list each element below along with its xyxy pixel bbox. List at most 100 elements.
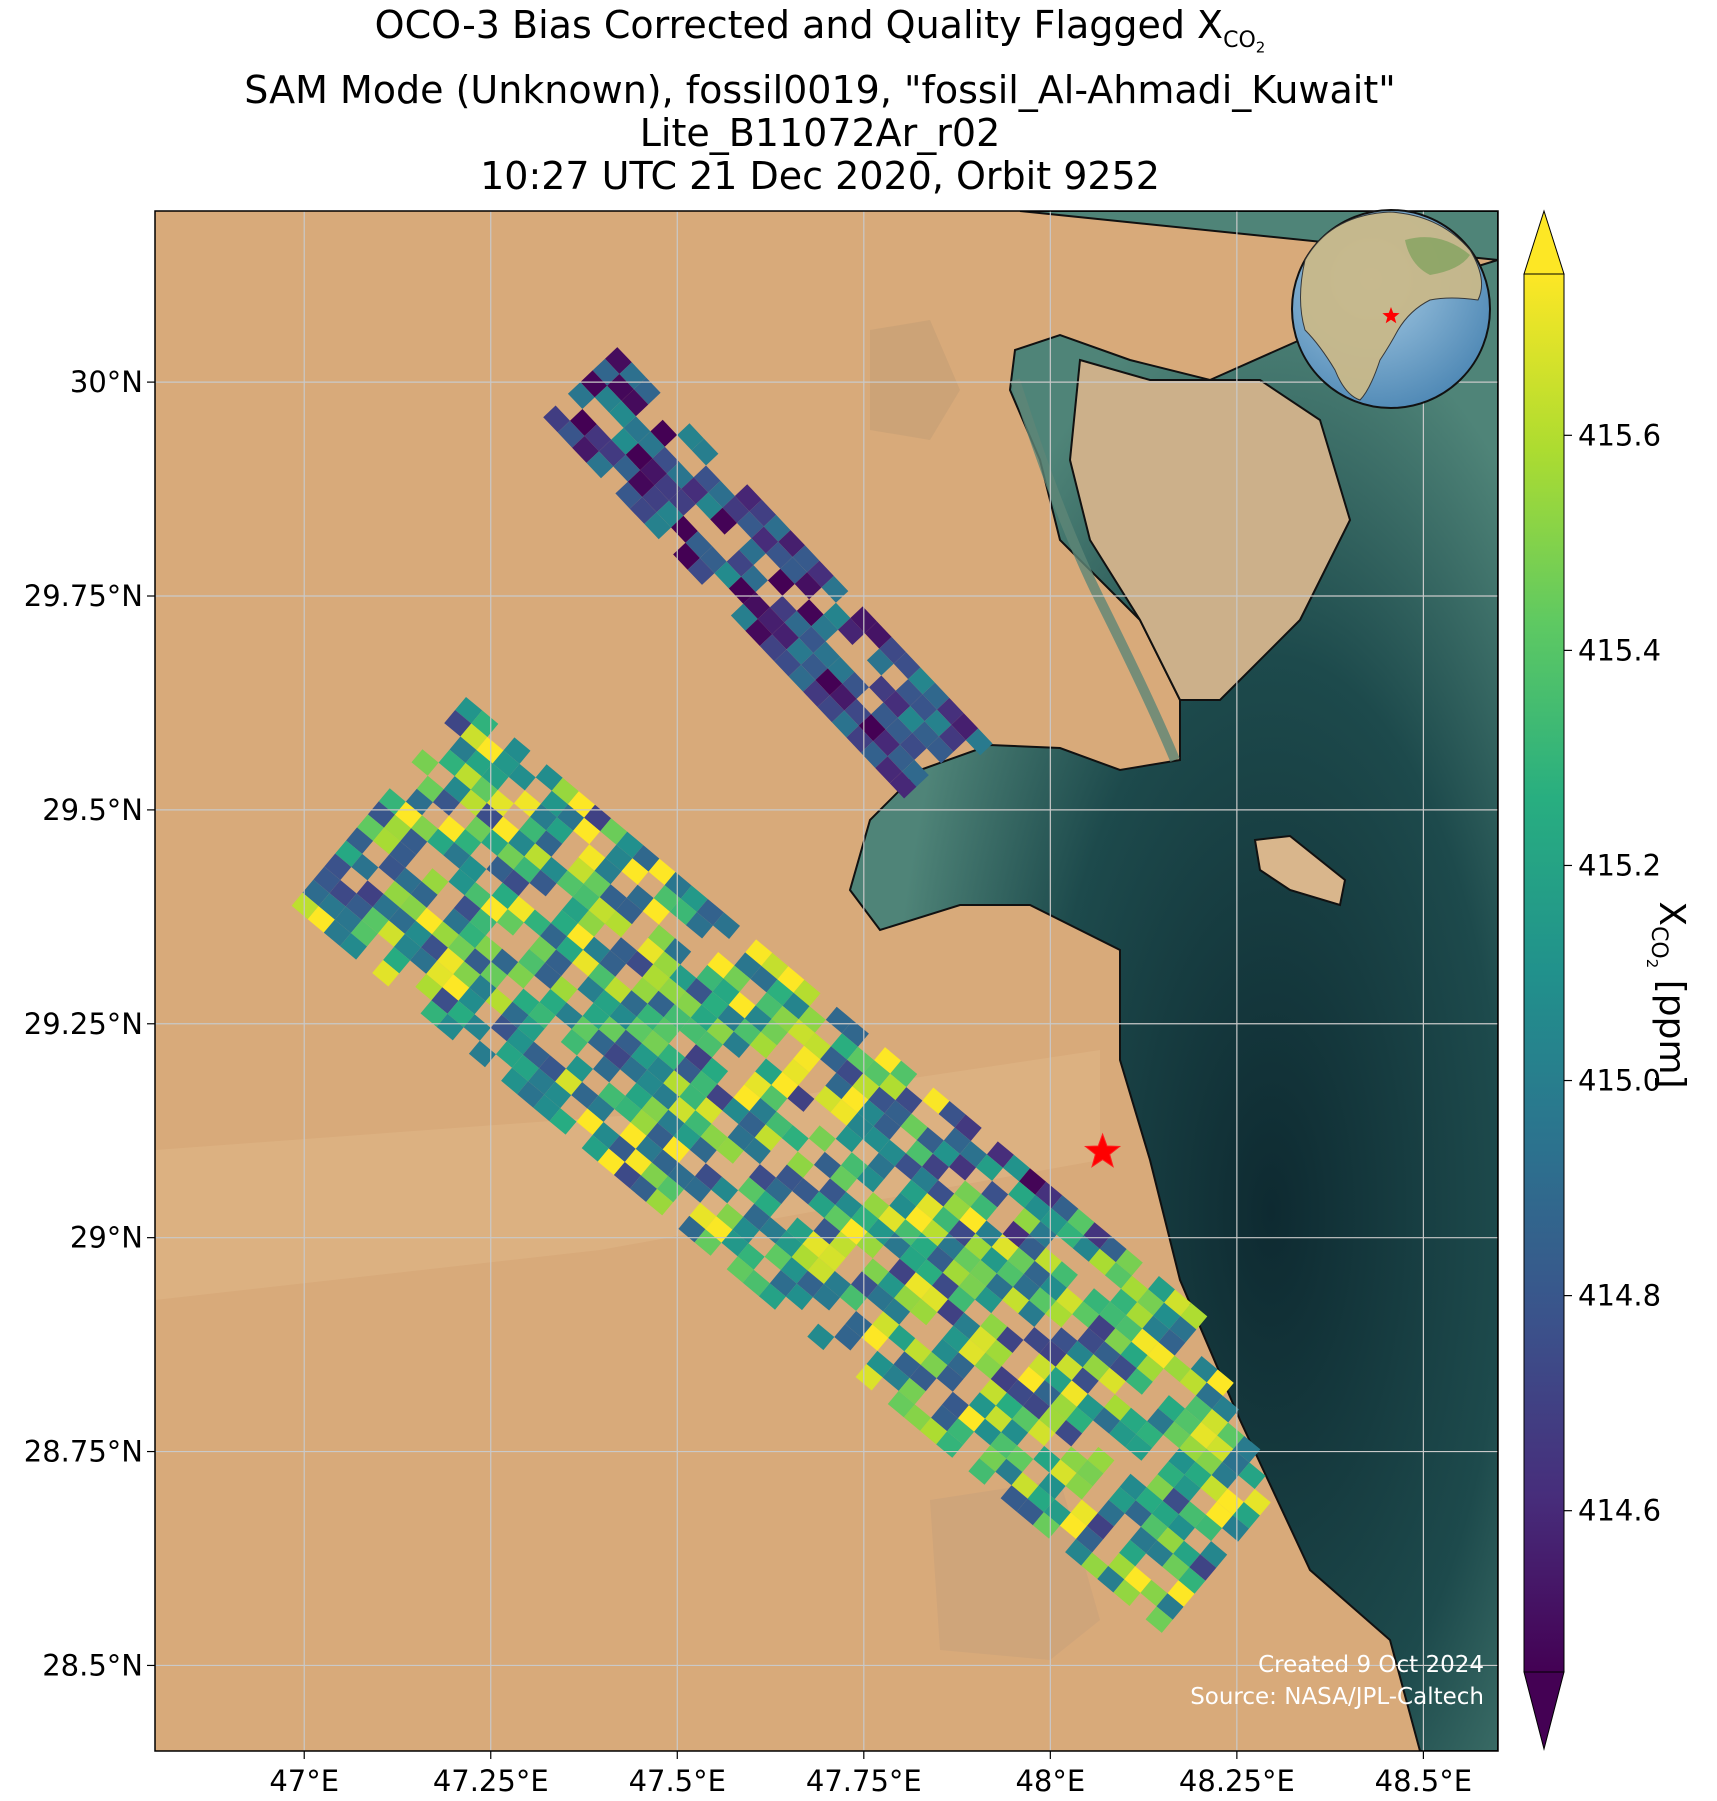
xco2-sounding	[1071, 1367, 1099, 1394]
xco2-sounding	[611, 427, 638, 455]
xco2-sounding	[1060, 1446, 1088, 1473]
xco2-sounding	[662, 1136, 690, 1163]
colorbar-extend-max	[1523, 209, 1565, 275]
xco2-sounding	[415, 907, 443, 935]
xco2-sounding	[508, 763, 536, 791]
xco2-sounding	[905, 1140, 933, 1167]
target-marker	[1084, 1132, 1122, 1168]
xco2-sounding	[734, 484, 762, 512]
xco2-sounding	[879, 1073, 907, 1101]
xco2-sounding	[442, 974, 470, 1001]
xco2-sounding	[598, 439, 626, 467]
xco2-sounding	[910, 1232, 938, 1260]
xco2-sounding	[757, 607, 785, 635]
xco2-sounding	[922, 682, 950, 710]
xco2-sounding	[506, 1028, 534, 1055]
xco2-sounding	[910, 1298, 938, 1326]
xco2-sounding	[701, 1057, 729, 1085]
xco2-sounding	[866, 1350, 894, 1378]
xco2-sounding	[540, 923, 567, 950]
xco2-sounding	[1126, 1302, 1154, 1329]
xco2-sounding	[931, 1338, 959, 1366]
xco2-sounding	[781, 1125, 809, 1152]
xco2-sounding	[1184, 1461, 1212, 1489]
xco2-sounding	[888, 1324, 916, 1352]
xco2-sounding	[1028, 1419, 1056, 1446]
xco2-sounding	[378, 854, 406, 881]
xco2-sounding	[890, 1060, 918, 1088]
xco2-sounding	[694, 1229, 722, 1256]
xco2-sounding	[465, 816, 493, 843]
xco2-sounding	[588, 963, 616, 990]
xco2-sounding	[937, 1299, 965, 1326]
xco2-sounding	[787, 1019, 815, 1046]
xco2-sounding	[1002, 1287, 1030, 1314]
xco2-sounding	[979, 1379, 1007, 1406]
xco2-sounding	[529, 869, 557, 897]
xco2-sounding	[792, 545, 820, 573]
xco2-sounding	[691, 438, 719, 466]
xco2-sounding	[329, 880, 357, 907]
xco2-sounding	[1178, 1501, 1206, 1528]
xco2-sounding	[551, 777, 579, 805]
xco2-sounding	[900, 1113, 928, 1141]
xco2-sounding	[924, 709, 952, 737]
xco2-sounding	[613, 1162, 641, 1189]
xco2-sounding	[460, 723, 488, 750]
xco2-sounding	[1097, 1566, 1125, 1593]
xco2-sounding	[1065, 1473, 1093, 1500]
xco2-sounding	[845, 1311, 873, 1338]
xco2-sounding	[529, 936, 557, 963]
xco2-sounding	[1076, 1459, 1104, 1487]
xco2-sounding	[980, 1247, 1008, 1274]
xco2-sounding	[1110, 1288, 1138, 1316]
xco2-sounding	[745, 939, 773, 966]
xco2-sounding	[926, 736, 954, 764]
xco2-sounding	[421, 934, 448, 961]
xco2-sounding	[815, 668, 843, 696]
xco2-sounding	[942, 1259, 970, 1287]
colorbar-frame	[1523, 273, 1565, 1673]
xco2-sounding	[755, 1058, 783, 1085]
xco2-sounding	[641, 1096, 669, 1123]
xco2-sounding	[334, 906, 362, 933]
xco2-sounding	[631, 1043, 658, 1070]
xco2-sounding	[603, 1042, 631, 1070]
xco2-sounding	[1232, 1502, 1260, 1529]
xco2-sounding	[695, 1031, 723, 1058]
xco2-sounding	[772, 622, 799, 650]
xco2-sounding	[459, 855, 487, 883]
xco2-sounding	[411, 749, 439, 776]
xco2-sounding	[652, 1083, 680, 1110]
xco2-sounding	[1173, 1540, 1201, 1568]
xco2-sounding	[490, 1014, 518, 1042]
xco2-sounding	[666, 461, 694, 489]
xco2-sounding	[1039, 1340, 1067, 1367]
xco2-sounding	[965, 728, 993, 756]
xco2-sounding	[716, 1137, 744, 1164]
xco2-sounding	[1125, 1434, 1153, 1461]
xco2-sounding	[976, 1154, 1003, 1181]
xco2-sounding	[642, 485, 669, 513]
xco2-sounding	[664, 872, 692, 899]
title-line-3: Lite_B11072Ar_r02	[639, 110, 1001, 155]
xco2-sounding	[889, 1192, 917, 1220]
xco2-sounding	[605, 347, 632, 374]
xco2-sounding	[535, 830, 563, 857]
xco2-sounding	[760, 1018, 788, 1046]
xco2-sounding	[968, 1458, 996, 1485]
xco2-sounding	[714, 561, 742, 589]
xco2-sounding	[481, 829, 509, 856]
xco2-sounding	[823, 602, 851, 630]
xco2-sounding	[350, 920, 378, 947]
bubiyan-island	[1068, 358, 1352, 701]
xco2-sounding	[827, 656, 855, 684]
xco2-sounding	[1104, 1394, 1131, 1421]
xco2-sounding	[378, 788, 406, 815]
x-tick-label: 47.5°E	[629, 1764, 726, 1798]
xco2-sounding	[787, 1085, 815, 1112]
xco2-sounding	[621, 858, 649, 885]
xco2-sounding	[780, 1257, 808, 1284]
xco2-sounding	[874, 1047, 902, 1074]
xco2-sounding	[834, 1324, 862, 1351]
